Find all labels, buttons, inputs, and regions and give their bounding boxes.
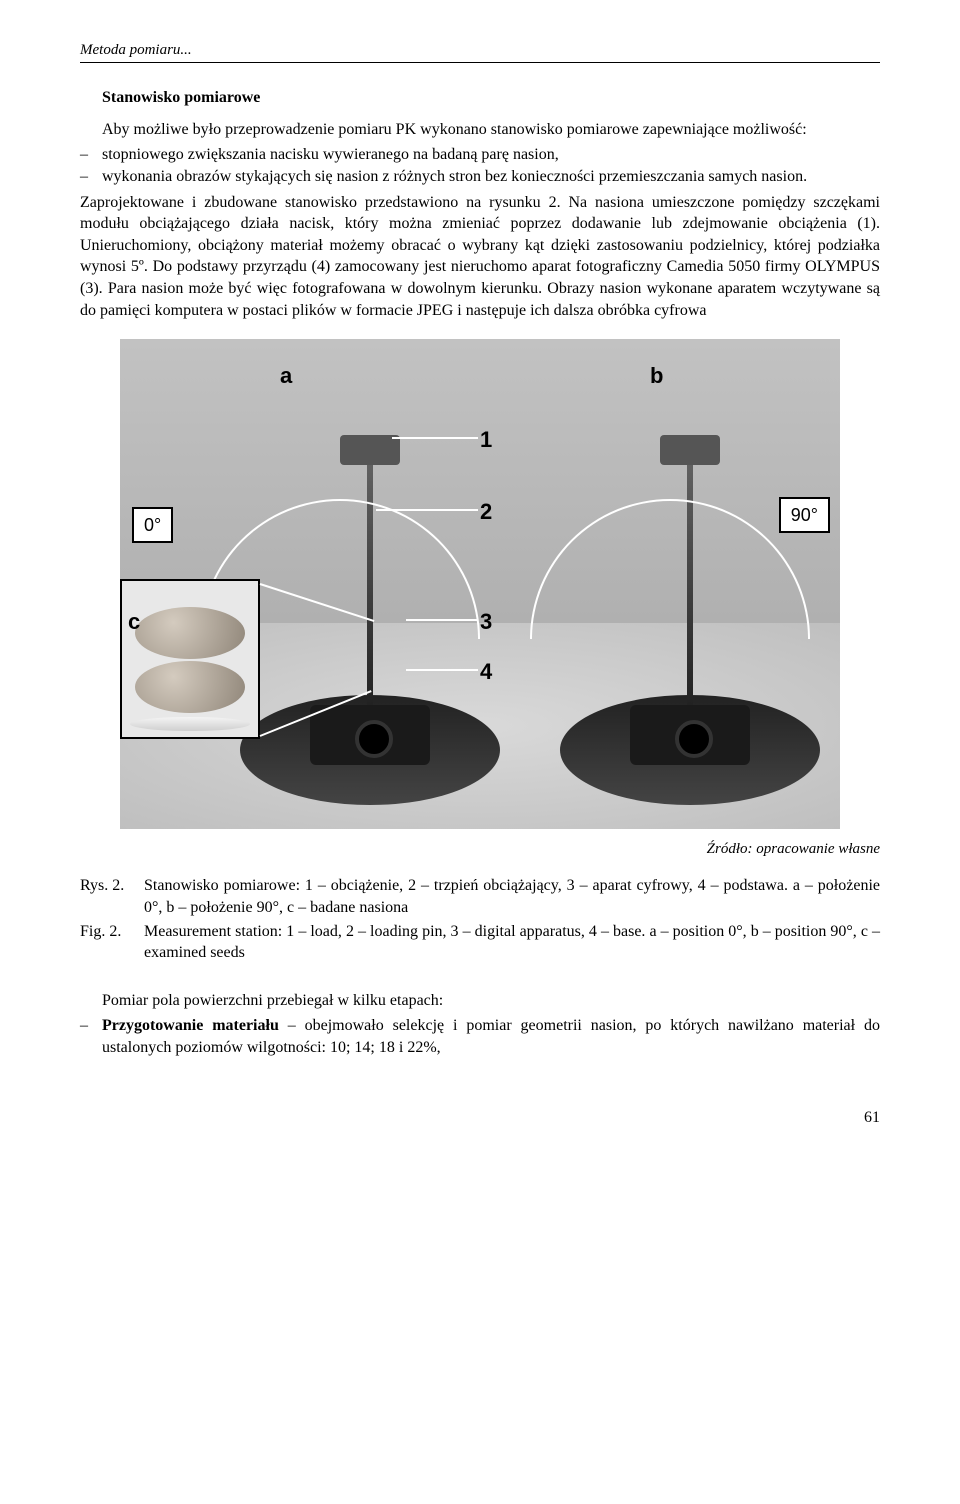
inset-c xyxy=(120,579,260,739)
intro-bullet: wykonania obrazów stykających się nasion… xyxy=(80,166,880,188)
section-title: Stanowisko pomiarowe xyxy=(102,87,880,109)
camera-icon xyxy=(310,705,430,765)
caption-text: Measurement station: 1 – load, 2 – loadi… xyxy=(144,921,880,964)
intro-text: Aby możliwe było przeprowadzenie pomiaru… xyxy=(102,121,807,138)
leader-line xyxy=(406,669,478,671)
header-rule xyxy=(80,62,880,63)
main-paragraph: Zaprojektowane i zbudowane stanowisko pr… xyxy=(80,192,880,322)
stage-bold: Przygotowanie materiału xyxy=(102,1017,279,1034)
figure-pointer-4: 4 xyxy=(480,657,492,687)
seed-top xyxy=(135,607,245,659)
figure-label-b: b xyxy=(650,361,663,391)
angle-box-a: 0° xyxy=(132,507,173,543)
figure-pointer-1: 1 xyxy=(480,425,492,455)
stages-intro: Pomiar pola powierzchni przebiegał w kil… xyxy=(102,990,880,1012)
figure-pointer-2: 2 xyxy=(480,497,492,527)
seed-bottom xyxy=(135,661,245,713)
leader-line xyxy=(392,437,478,439)
intro-bullet-list: stopniowego zwiększania nacisku wywieran… xyxy=(80,144,880,187)
caption-key: Fig. 2. xyxy=(80,921,144,964)
caption-key: Rys. 2. xyxy=(80,875,144,918)
caption-fig: Fig. 2. Measurement station: 1 – load, 2… xyxy=(80,921,880,964)
load-block xyxy=(660,435,720,465)
figure-2: a b c 0° 90° 1 2 3 4 xyxy=(80,339,880,829)
figure-captions: Rys. 2. Stanowisko pomiarowe: 1 – obciąż… xyxy=(80,875,880,963)
camera-icon xyxy=(630,705,750,765)
load-block xyxy=(340,435,400,465)
running-head: Metoda pomiaru... xyxy=(80,40,880,60)
page-number: 61 xyxy=(80,1107,880,1129)
figure-label-a: a xyxy=(280,361,292,391)
apparatus-a xyxy=(240,695,500,805)
apparatus-b xyxy=(560,695,820,805)
figure-pointer-3: 3 xyxy=(480,607,492,637)
figure-canvas: a b c 0° 90° 1 2 3 4 xyxy=(120,339,840,829)
figure-label-c: c xyxy=(128,607,140,637)
inset-plate xyxy=(130,717,250,731)
stages-list: Przygotowanie materiału – obejmowało sel… xyxy=(80,1015,880,1058)
intro-paragraph: Aby możliwe było przeprowadzenie pomiaru… xyxy=(102,119,880,141)
leader-line xyxy=(406,619,478,621)
figure-source: Źródło: opracowanie własne xyxy=(80,839,880,859)
angle-box-b: 90° xyxy=(779,497,830,533)
stage-item: Przygotowanie materiału – obejmowało sel… xyxy=(80,1015,880,1058)
leader-line xyxy=(376,509,478,511)
caption-rys: Rys. 2. Stanowisko pomiarowe: 1 – obciąż… xyxy=(80,875,880,918)
intro-bullet: stopniowego zwiększania nacisku wywieran… xyxy=(80,144,880,166)
caption-text: Stanowisko pomiarowe: 1 – obciążenie, 2 … xyxy=(144,875,880,918)
